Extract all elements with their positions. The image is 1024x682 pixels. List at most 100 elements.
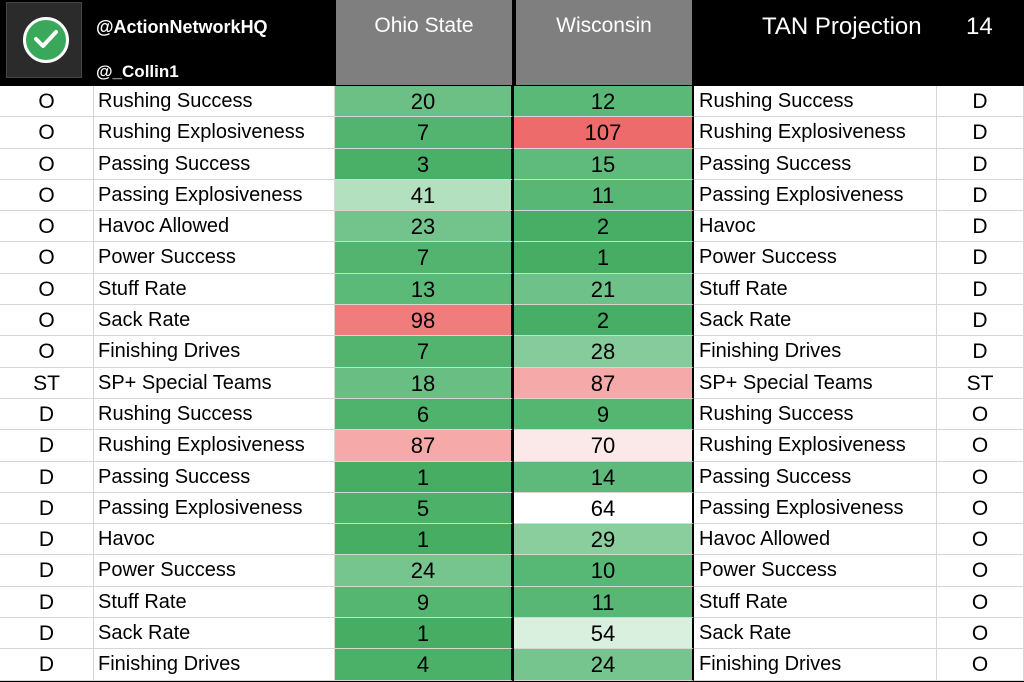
stat-name-cell[interactable]: Power Success [94,242,335,274]
opponent-stat-name-cell[interactable]: Stuff Rate [694,586,937,619]
opponent-side-cell[interactable]: D [937,211,1024,243]
side-cell[interactable]: O [0,117,94,149]
stat-name-cell[interactable]: Havoc Allowed [94,211,335,243]
wisconsin-rank-cell[interactable]: 10 [514,555,694,587]
opponent-side-cell[interactable]: O [937,618,1024,650]
side-cell[interactable]: O [0,148,94,180]
stat-name-cell[interactable]: Power Success [94,555,335,587]
side-cell[interactable]: D [0,586,94,619]
side-cell[interactable]: O [0,305,94,337]
ohio-state-rank-cell[interactable]: 7 [335,336,513,368]
side-cell[interactable]: D [0,461,94,493]
side-cell[interactable]: O [0,273,94,306]
opponent-side-cell[interactable]: D [937,273,1024,306]
wisconsin-rank-cell[interactable]: 87 [514,367,694,399]
side-cell[interactable]: D [0,398,94,431]
stat-name-cell[interactable]: SP+ Special Teams [94,367,335,399]
wisconsin-rank-cell[interactable]: 21 [514,273,694,306]
stat-name-cell[interactable]: Passing Success [94,461,335,493]
ohio-state-rank-cell[interactable]: 7 [335,242,513,274]
ohio-state-rank-cell[interactable]: 6 [335,398,513,431]
wisconsin-rank-cell[interactable]: 29 [514,524,694,556]
opponent-side-cell[interactable]: ST [937,367,1024,399]
team-header-ohio-state[interactable]: Ohio State [336,0,512,85]
side-cell[interactable]: O [0,336,94,368]
opponent-side-cell[interactable]: O [937,586,1024,619]
ohio-state-rank-cell[interactable]: 18 [335,367,513,399]
side-cell[interactable]: ST [0,367,94,399]
stat-name-cell[interactable]: Stuff Rate [94,586,335,619]
opponent-stat-name-cell[interactable]: Havoc [694,211,937,243]
opponent-side-cell[interactable]: O [937,524,1024,556]
opponent-side-cell[interactable]: O [937,398,1024,431]
opponent-stat-name-cell[interactable]: Sack Rate [694,305,937,337]
stat-name-cell[interactable]: Finishing Drives [94,336,335,368]
ohio-state-rank-cell[interactable]: 1 [335,461,513,493]
side-cell[interactable]: D [0,618,94,650]
opponent-side-cell[interactable]: O [937,461,1024,493]
opponent-stat-name-cell[interactable]: Rushing Success [694,398,937,431]
side-cell[interactable]: O [0,242,94,274]
stat-name-cell[interactable]: Havoc [94,524,335,556]
stat-name-cell[interactable]: Sack Rate [94,618,335,650]
wisconsin-rank-cell[interactable]: 1 [514,242,694,274]
wisconsin-rank-cell[interactable]: 28 [514,336,694,368]
stat-name-cell[interactable]: Rushing Success [94,398,335,431]
opponent-side-cell[interactable]: D [937,86,1024,118]
stat-name-cell[interactable]: Passing Explosiveness [94,492,335,525]
stat-name-cell[interactable]: Passing Explosiveness [94,179,335,212]
opponent-stat-name-cell[interactable]: SP+ Special Teams [694,367,937,399]
opponent-side-cell[interactable]: O [937,555,1024,587]
wisconsin-rank-cell[interactable]: 2 [514,211,694,243]
stat-name-cell[interactable]: Stuff Rate [94,273,335,306]
wisconsin-rank-cell[interactable]: 12 [514,86,694,118]
opponent-stat-name-cell[interactable]: Power Success [694,242,937,274]
opponent-stat-name-cell[interactable]: Power Success [694,555,937,587]
opponent-stat-name-cell[interactable]: Stuff Rate [694,273,937,306]
ohio-state-rank-cell[interactable]: 41 [335,179,513,212]
opponent-side-cell[interactable]: O [937,492,1024,525]
opponent-stat-name-cell[interactable]: Finishing Drives [694,649,937,681]
ohio-state-rank-cell[interactable]: 98 [335,305,513,337]
side-cell[interactable]: O [0,211,94,243]
opponent-side-cell[interactable]: D [937,242,1024,274]
wisconsin-rank-cell[interactable]: 54 [514,618,694,650]
wisconsin-rank-cell[interactable]: 9 [514,398,694,431]
stat-name-cell[interactable]: Rushing Success [94,86,335,118]
ohio-state-rank-cell[interactable]: 4 [335,649,513,681]
ohio-state-rank-cell[interactable]: 9 [335,586,513,619]
opponent-side-cell[interactable]: D [937,179,1024,212]
wisconsin-rank-cell[interactable]: 2 [514,305,694,337]
wisconsin-rank-cell[interactable]: 15 [514,148,694,180]
opponent-stat-name-cell[interactable]: Finishing Drives [694,336,937,368]
opponent-side-cell[interactable]: D [937,117,1024,149]
ohio-state-rank-cell[interactable]: 3 [335,148,513,180]
team-header-wisconsin[interactable]: Wisconsin [516,0,692,85]
side-cell[interactable]: D [0,555,94,587]
wisconsin-rank-cell[interactable]: 64 [514,492,694,525]
stat-name-cell[interactable]: Sack Rate [94,305,335,337]
ohio-state-rank-cell[interactable]: 1 [335,524,513,556]
opponent-stat-name-cell[interactable]: Havoc Allowed [694,524,937,556]
opponent-stat-name-cell[interactable]: Passing Explosiveness [694,179,937,212]
ohio-state-rank-cell[interactable]: 13 [335,273,513,306]
ohio-state-rank-cell[interactable]: 7 [335,117,513,149]
opponent-side-cell[interactable]: O [937,649,1024,681]
wisconsin-rank-cell[interactable]: 11 [514,586,694,619]
wisconsin-rank-cell[interactable]: 70 [514,430,694,462]
side-cell[interactable]: D [0,492,94,525]
side-cell[interactable]: D [0,430,94,462]
ohio-state-rank-cell[interactable]: 87 [335,430,513,462]
stat-name-cell[interactable]: Rushing Explosiveness [94,430,335,462]
opponent-side-cell[interactable]: D [937,305,1024,337]
side-cell[interactable]: D [0,649,94,681]
opponent-stat-name-cell[interactable]: Passing Explosiveness [694,492,937,525]
side-cell[interactable]: O [0,86,94,118]
ohio-state-rank-cell[interactable]: 23 [335,211,513,243]
ohio-state-rank-cell[interactable]: 5 [335,492,513,525]
ohio-state-rank-cell[interactable]: 1 [335,618,513,650]
opponent-stat-name-cell[interactable]: Passing Success [694,148,937,180]
ohio-state-rank-cell[interactable]: 24 [335,555,513,587]
opponent-side-cell[interactable]: D [937,148,1024,180]
opponent-side-cell[interactable]: O [937,430,1024,462]
